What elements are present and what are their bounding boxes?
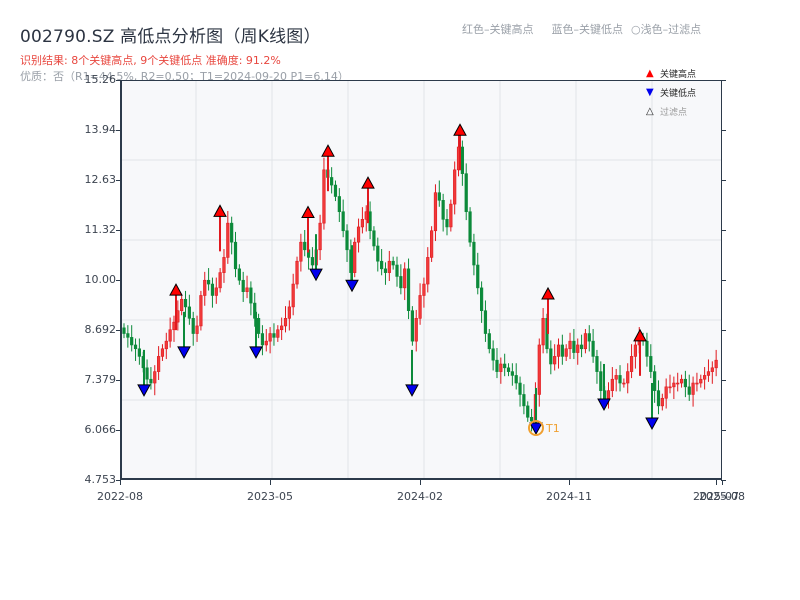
y-tick-label: 13.94	[84, 123, 117, 136]
outline-triangle-icon: △	[646, 106, 654, 117]
y-tick-label: 8.692	[84, 323, 117, 336]
y-tick-label: 12.63	[84, 173, 117, 186]
result-summary: 识别结果: 8个关键高点, 9个关键低点 准确度: 91.2%	[20, 54, 281, 67]
y-tick-label: 7.379	[84, 373, 117, 386]
x-tick-label: 2023-05	[247, 490, 293, 503]
x-tick-label: 2025-07	[693, 490, 739, 503]
svg-text:T1: T1	[545, 422, 560, 435]
x-tick-label: 2022-08	[97, 490, 143, 503]
blue-down-triangle-icon: ▼	[646, 87, 654, 98]
legend-red-text: 红色–关键高点	[462, 23, 534, 36]
x-tick-label: 2024-11	[546, 490, 592, 503]
marker-legend: ▲ 关键高点 ▼ 关键低点 △ 过滤点	[646, 64, 696, 121]
legend-light-text: ○浅色–过滤点	[631, 23, 702, 36]
red-up-triangle-icon: ▲	[646, 68, 654, 79]
legend-item-filtered: △ 过滤点	[646, 106, 688, 118]
y-tick-label: 11.32	[84, 223, 117, 236]
quality-summary: 优质：否（R1=44.5%, R2=0.50；T1=2024-09-20 P1=…	[20, 70, 349, 83]
legend-item-high: ▲ 关键高点	[646, 68, 697, 80]
y-tick-label: 15.26	[84, 73, 117, 86]
y-tick-label: 4.753	[84, 473, 117, 486]
page-title: 002790.SZ 高低点分析图（周K线图）	[20, 27, 321, 47]
x-tick-label: 2025-08	[699, 490, 745, 503]
plot-area	[120, 80, 722, 480]
x-tick-label: 2024-02	[397, 490, 443, 503]
color-legend: 红色–关键高点 蓝色–关键低点 ○浅色–过滤点	[462, 21, 701, 37]
legend-blue-text: 蓝色–关键低点	[551, 23, 624, 36]
legend-item-low: ▼ 关键低点	[646, 87, 697, 99]
y-tick-label: 10.00	[84, 273, 117, 286]
y-tick-label: 6.066	[84, 423, 117, 436]
